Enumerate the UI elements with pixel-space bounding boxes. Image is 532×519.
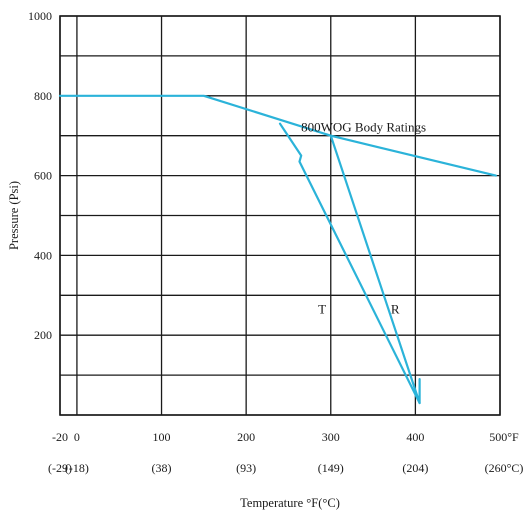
- series-lines: [58, 94, 497, 405]
- x-tick-sublabel: (38): [152, 461, 172, 475]
- x-tick-sublabel: (93): [236, 461, 256, 475]
- x-tick-label: 500°F: [489, 430, 519, 444]
- annotation-label: 800WOG Body Ratings: [301, 120, 426, 135]
- annotation-label: T: [318, 301, 326, 316]
- grid: [59, 15, 501, 416]
- series-line: [329, 134, 421, 405]
- x-tick-label: 200: [237, 430, 255, 444]
- y-axis-label: Pressure (Psi): [7, 181, 21, 250]
- y-axis-ticks: 200 400 600 800 1000: [28, 9, 52, 342]
- y-tick-label: 600: [34, 169, 52, 183]
- x-tick-sublabel: (204): [402, 461, 428, 475]
- x-axis-ticks: -20 (-29) 0 (-18) 100 (38) 200 (93) 300 (149) 400 (…: [48, 430, 523, 475]
- x-tick-label: 400: [406, 430, 424, 444]
- x-tick-sublabel: (260°C): [485, 461, 524, 475]
- annotations: 800WOG Body Ratings T R: [301, 120, 426, 317]
- x-tick-sublabel: (149): [318, 461, 344, 475]
- x-tick-label: 0: [74, 430, 80, 444]
- plot-frame: [59, 15, 501, 416]
- x-axis-label: Temperature °F(°C): [240, 496, 340, 510]
- y-tick-label: 1000: [28, 9, 52, 23]
- y-tick-label: 800: [34, 89, 52, 103]
- series-line: [58, 94, 497, 177]
- annotation-label: R: [391, 301, 400, 316]
- x-tick-sublabel: (-29): [48, 461, 72, 475]
- y-tick-label: 200: [34, 328, 52, 342]
- x-tick-label: 300: [322, 430, 340, 444]
- x-tick-label: 100: [153, 430, 171, 444]
- x-tick-sublabel: (-18): [65, 461, 89, 475]
- x-tick-label: -20: [52, 430, 68, 444]
- series-line: [278, 122, 421, 405]
- y-tick-label: 400: [34, 248, 52, 262]
